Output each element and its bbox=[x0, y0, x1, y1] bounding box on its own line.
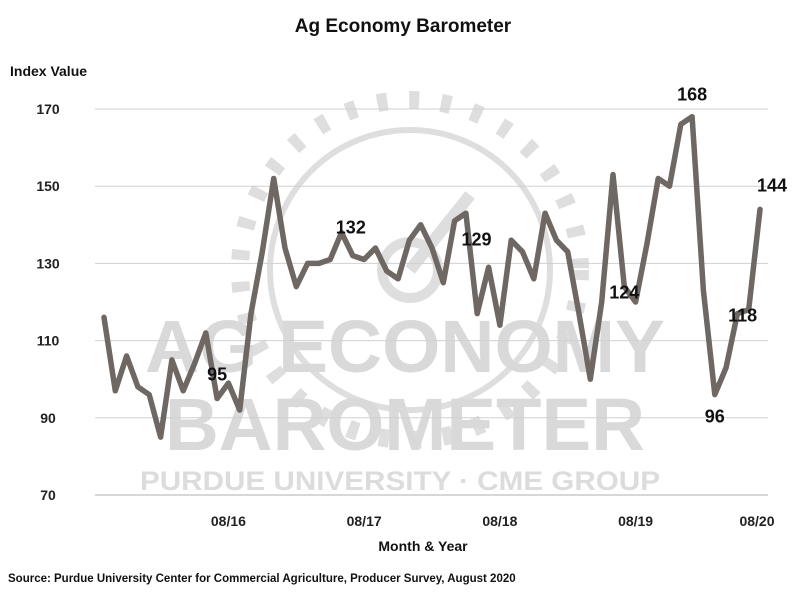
y-tick-label-130: 130 bbox=[36, 255, 60, 271]
gridlines bbox=[95, 108, 768, 496]
x-tick-label-08-16: 08/16 bbox=[211, 513, 246, 529]
x-tick-label-08-17: 08/17 bbox=[347, 513, 382, 529]
watermark-line2: BAROMETER bbox=[165, 383, 645, 466]
watermark-line3: PURDUE UNIVERSITY · CME GROUP bbox=[140, 466, 660, 496]
data-label-168: 168 bbox=[677, 85, 707, 105]
x-tick-labels: 08/16 08/17 08/18 08/19 08/20 bbox=[211, 513, 775, 529]
y-tick-label-170: 170 bbox=[36, 101, 60, 117]
data-label-96: 96 bbox=[705, 407, 725, 427]
y-tick-labels: 70 90 110 130 150 170 bbox=[36, 101, 60, 503]
data-label-129: 129 bbox=[462, 229, 492, 249]
source-note: Source: Purdue University Center for Com… bbox=[8, 573, 516, 585]
y-tick-label-150: 150 bbox=[36, 178, 60, 194]
x-tick-label-08-19: 08/19 bbox=[618, 513, 653, 529]
y-tick-label-110: 110 bbox=[37, 333, 60, 349]
x-tick-label-08-20: 08/20 bbox=[739, 513, 774, 529]
data-label-95: 95 bbox=[207, 365, 227, 385]
data-label-144: 144 bbox=[757, 175, 787, 195]
data-label-124: 124 bbox=[609, 283, 639, 303]
series-lines bbox=[101, 113, 763, 440]
chart-title: Ag Economy Barometer bbox=[295, 16, 512, 37]
data-labels: 95 132 129 124 168 96 118 144 bbox=[207, 85, 787, 427]
data-label-118: 118 bbox=[728, 306, 757, 326]
x-tick-label-08-18: 08/18 bbox=[482, 513, 517, 529]
y-tick-label-70: 70 bbox=[40, 487, 56, 503]
gauge-icon bbox=[231, 91, 589, 449]
data-label-132: 132 bbox=[336, 218, 366, 238]
x-axis-title: Month & Year bbox=[378, 538, 468, 554]
y-tick-label-90: 90 bbox=[40, 410, 56, 426]
watermark: AG ECONOMY BAROMETER PURDUE UNIVERSITY ·… bbox=[140, 91, 665, 496]
y-axis-title: Index Value bbox=[10, 63, 87, 79]
